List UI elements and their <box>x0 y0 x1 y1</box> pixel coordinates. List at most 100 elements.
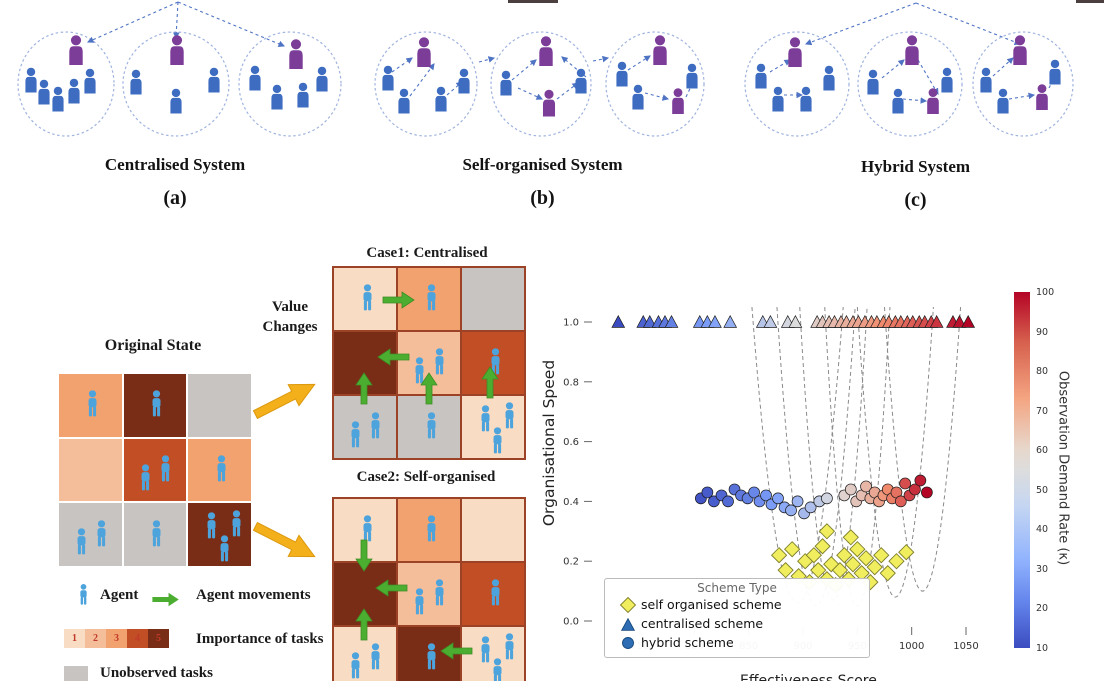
colorbar-tick: 70 <box>1036 405 1049 417</box>
communication-link <box>592 55 610 63</box>
colorbar-tick: 80 <box>1036 366 1049 378</box>
communication-link <box>915 2 1022 46</box>
agent-icon <box>500 633 519 660</box>
member-figure <box>68 78 80 104</box>
member-figure <box>382 65 394 91</box>
organisation-circle <box>374 31 478 137</box>
communication-link <box>804 2 917 46</box>
agent-icon <box>136 464 155 491</box>
triangle-marker-icon <box>615 615 641 633</box>
agent-icon <box>147 390 166 417</box>
svg-text:1000: 1000 <box>899 641 924 652</box>
member-figure <box>249 65 261 91</box>
agent-icon <box>147 520 166 547</box>
member-figure <box>980 67 992 93</box>
colorbar-tick: 20 <box>1036 603 1049 615</box>
legend-importance-label: Importance of tasks <box>196 631 324 647</box>
task-cell <box>334 396 396 458</box>
member-figure <box>297 82 309 108</box>
leader-figure <box>417 37 431 67</box>
legend-unobserved-label: Unobserved tasks <box>100 665 213 681</box>
panel-tag-a: (a) <box>163 187 187 209</box>
agent-movement-arrow <box>354 371 374 405</box>
task-cell <box>398 499 460 561</box>
task-cell <box>462 396 524 458</box>
member-figure <box>208 67 220 93</box>
agent-movement-arrow-icon <box>152 592 179 607</box>
member-figure <box>458 68 470 94</box>
agent-icon <box>422 515 441 542</box>
agent-icon <box>346 652 365 679</box>
communication-link <box>517 87 543 100</box>
panel-tag-b: (b) <box>530 187 555 209</box>
transition-arrow-case1 <box>247 369 325 428</box>
system-diagrams-canvas <box>17 1 1074 137</box>
communication-link <box>478 56 496 63</box>
communication-link <box>992 57 1014 77</box>
member-figure <box>632 84 644 110</box>
member-figure <box>616 61 628 87</box>
cropped-label-remnant <box>508 0 558 3</box>
colorbar-tick: 40 <box>1036 524 1049 536</box>
leader-figure <box>905 35 919 65</box>
organisation-circle <box>490 31 592 137</box>
x-axis-label: Effectiveness Score <box>740 673 877 681</box>
communication-link <box>644 92 670 101</box>
legend-title: Scheme Type <box>697 581 777 595</box>
task-cell <box>123 374 187 437</box>
importance-swatch: 5 <box>148 629 169 648</box>
task-cell <box>398 563 460 625</box>
task-cell <box>123 438 187 502</box>
agent-movement-arrow <box>382 290 416 310</box>
case2-title: Case2: Self-organised <box>356 469 496 485</box>
colorbar-tick: 10 <box>1036 642 1049 654</box>
communication-link <box>627 55 651 71</box>
agent-icon <box>366 643 385 670</box>
member-figure <box>316 66 328 92</box>
task-cell <box>188 438 251 502</box>
svg-text:0.2: 0.2 <box>563 557 579 568</box>
member-figure <box>500 70 512 96</box>
member-figure <box>755 63 767 89</box>
svg-text:1050: 1050 <box>953 641 978 652</box>
communication-link <box>561 56 587 78</box>
svg-text:0.0: 0.0 <box>563 617 579 628</box>
importance-swatch: 3 <box>106 629 127 648</box>
member-figure <box>38 79 50 105</box>
organisation-circle <box>857 31 963 137</box>
agent-icon <box>422 284 441 311</box>
communication-link <box>173 1 180 40</box>
svg-text:1.0: 1.0 <box>563 318 579 329</box>
centralised-points <box>611 314 976 328</box>
leader-figure <box>927 88 939 114</box>
task-cell <box>188 374 251 437</box>
svg-text:0.4: 0.4 <box>563 497 579 508</box>
colorbar-tick: 100 <box>1036 287 1055 298</box>
agent-icon <box>156 455 175 482</box>
agent-movement-arrow <box>354 607 374 641</box>
communication-link <box>391 57 413 73</box>
legend-agent-movements-label: Agent movements <box>196 587 311 603</box>
communication-link <box>556 82 579 100</box>
task-cell <box>123 503 187 566</box>
agent-icon <box>486 579 505 606</box>
colorbar-tick: 50 <box>1036 484 1049 496</box>
self-organised-points <box>770 523 915 594</box>
organisation-circle <box>744 31 850 137</box>
diamond-marker-icon <box>615 596 641 614</box>
importance-swatch: 2 <box>85 629 106 648</box>
task-cell <box>462 563 524 625</box>
agent-icon <box>227 510 246 537</box>
member-figure <box>435 86 447 112</box>
circle-marker-icon <box>615 634 641 652</box>
leader-figure <box>69 35 83 65</box>
leader-figure <box>289 39 303 69</box>
colorbar-label: Observation Demand Rate (κ) <box>1055 370 1071 566</box>
member-figure <box>941 67 953 93</box>
colorbar-tick: 90 <box>1036 326 1049 338</box>
member-figure <box>170 88 182 114</box>
organisation-circle <box>972 31 1074 137</box>
member-figure <box>25 67 37 93</box>
leader-figure <box>653 35 667 65</box>
